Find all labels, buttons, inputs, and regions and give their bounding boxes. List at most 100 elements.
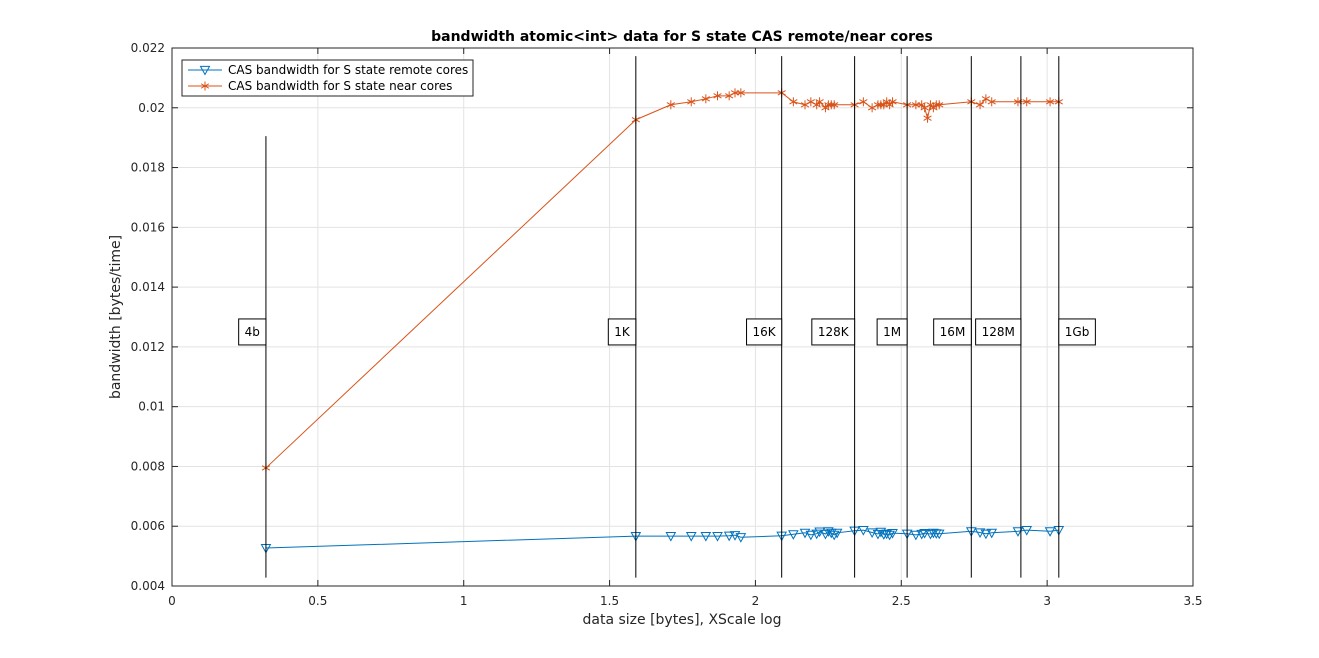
x-tick-label: 1.5 xyxy=(600,594,619,608)
annotation-box xyxy=(811,318,856,346)
data-point xyxy=(878,530,890,540)
data-point xyxy=(881,529,893,540)
x-tick-label: 3.5 xyxy=(1183,594,1202,608)
data-point xyxy=(1012,527,1024,537)
annotation-128m: 128M xyxy=(975,56,1022,578)
annotation-box xyxy=(975,318,1022,346)
annotation-label: 1K xyxy=(614,325,631,339)
y-tick-label: 0.014 xyxy=(131,280,165,294)
data-point xyxy=(975,100,985,110)
annotation-label: 4b xyxy=(245,325,260,339)
data-point xyxy=(923,113,932,123)
data-point xyxy=(701,94,710,104)
annotation-label: 16M xyxy=(940,325,966,339)
data-point xyxy=(723,531,735,542)
y-axis-label: bandwidth [bytes/time] xyxy=(108,235,124,399)
data-point xyxy=(687,97,696,107)
data-point xyxy=(1044,527,1056,537)
data-point xyxy=(935,100,944,110)
data-point xyxy=(825,528,837,539)
annotation-box xyxy=(1058,318,1096,346)
data-point xyxy=(916,529,928,540)
y-tick-label: 0.016 xyxy=(131,220,165,234)
data-point xyxy=(830,100,839,110)
data-point xyxy=(805,530,817,541)
legend-item: CAS bandwidth for S state remote cores xyxy=(188,63,468,77)
y-tick-label: 0.006 xyxy=(131,519,165,533)
x-tick-label: 2 xyxy=(752,594,760,608)
series-near xyxy=(261,88,1063,473)
annotation-label: 16K xyxy=(753,325,777,339)
annotation-label: 1Gb xyxy=(1065,325,1090,339)
data-point xyxy=(1021,526,1033,536)
data-point xyxy=(933,529,945,540)
annotation-box xyxy=(746,318,783,346)
annotation-128k: 128K xyxy=(811,56,856,578)
data-point xyxy=(928,528,939,539)
chart-title: bandwidth atomic<int> data for S state C… xyxy=(431,29,933,45)
y-tick-label: 0.02 xyxy=(138,101,165,115)
data-point xyxy=(986,528,998,539)
annotation-box xyxy=(607,318,637,346)
series-layer xyxy=(260,88,1065,554)
data-point xyxy=(910,530,922,541)
ticks: 0 0.5 1 1.5 2 2.5 3 3.5 0.004 0.006 0.008 0.01 0.012… xyxy=(131,41,1203,608)
y-tick-label: 0.022 xyxy=(131,41,165,55)
data-point xyxy=(974,528,986,539)
x-tick-label: 0.5 xyxy=(308,594,327,608)
legend-item: CAS bandwidth for S state near cores xyxy=(188,79,452,93)
data-point xyxy=(712,531,723,542)
data-point xyxy=(788,530,799,540)
plot-area xyxy=(172,48,1193,586)
plot-frame xyxy=(171,47,1194,587)
annotation-box xyxy=(238,318,267,346)
annotation-4b: 4b xyxy=(238,136,267,578)
x-axis-label: data size [bytes], XScale log xyxy=(582,612,781,628)
data-point xyxy=(888,97,897,107)
data-point xyxy=(665,531,677,542)
data-point xyxy=(919,528,930,539)
legend: CAS bandwidth for S state remote cores CA… xyxy=(181,59,474,97)
x-tick-label: 3 xyxy=(1043,594,1051,608)
data-point xyxy=(987,97,996,107)
annotation-label: 128M xyxy=(982,325,1015,339)
y-tick-label: 0.012 xyxy=(131,340,165,354)
x-tick-label: 2.5 xyxy=(892,594,911,608)
legend-label: CAS bandwidth for S state remote cores xyxy=(228,63,468,77)
data-point xyxy=(789,97,798,107)
annotation-box xyxy=(876,318,908,346)
y-tick-label: 0.018 xyxy=(131,161,165,175)
data-point xyxy=(925,529,936,540)
annotation-16m: 16M xyxy=(933,56,972,578)
data-point xyxy=(736,88,745,98)
legend-label: CAS bandwidth for S state near cores xyxy=(228,79,452,93)
annotation-1k: 1K xyxy=(607,56,637,578)
x-tick-label: 0 xyxy=(168,594,176,608)
data-point xyxy=(713,91,722,101)
data-point xyxy=(1045,97,1055,107)
annotation-label: 128K xyxy=(818,325,850,339)
data-point xyxy=(815,97,824,107)
annotation-16k: 16K xyxy=(746,56,783,578)
legend-marker xyxy=(199,65,211,76)
legend-marker xyxy=(200,81,210,91)
data-point xyxy=(884,530,895,541)
data-point xyxy=(666,100,675,110)
annotation-label: 1M xyxy=(883,325,901,339)
data-point xyxy=(858,526,869,536)
y-tick-label: 0.004 xyxy=(131,579,165,593)
data-point xyxy=(831,528,843,539)
data-point xyxy=(980,529,992,540)
data-point xyxy=(700,531,712,542)
data-point xyxy=(735,533,747,543)
annotation-1gb: 1Gb xyxy=(1058,56,1096,578)
data-point xyxy=(859,97,868,107)
x-tick-label: 1 xyxy=(460,594,468,608)
annotation-box xyxy=(933,318,972,346)
data-point xyxy=(1022,97,1031,107)
annotation-1m: 1M xyxy=(876,56,908,578)
annotation-layer: 4b 1K 16K 128K 1M 16M 128M 1Gb xyxy=(238,56,1096,578)
y-tick-label: 0.008 xyxy=(131,459,165,473)
data-point xyxy=(685,531,697,542)
